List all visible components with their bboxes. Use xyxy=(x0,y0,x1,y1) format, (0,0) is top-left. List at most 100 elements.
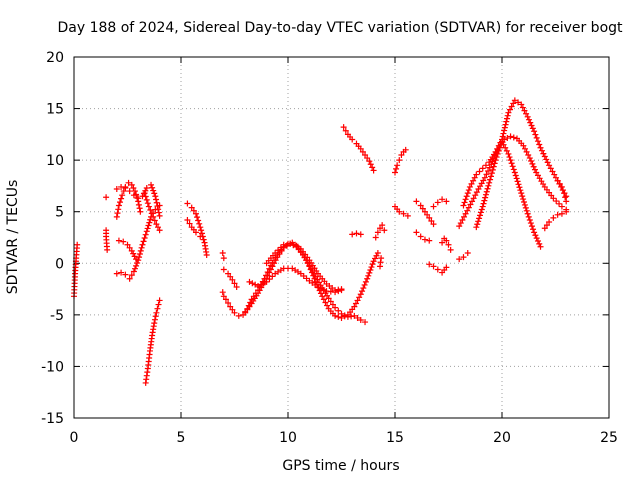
data-point xyxy=(485,167,492,174)
data-point xyxy=(523,148,530,155)
data-point xyxy=(505,150,512,157)
chart-title: Day 188 of 2024, Sidereal Day-to-day VTE… xyxy=(57,20,623,36)
data-point xyxy=(525,116,532,123)
data-point xyxy=(413,229,420,236)
data-point xyxy=(512,172,519,179)
data-point xyxy=(468,180,475,187)
data-point xyxy=(487,173,494,180)
data-point xyxy=(320,296,327,303)
data-point xyxy=(122,271,129,278)
data-point xyxy=(447,246,454,253)
data-point xyxy=(229,306,236,313)
data-point xyxy=(563,208,570,215)
data-point xyxy=(486,179,493,186)
series-s10 xyxy=(184,200,210,259)
data-point xyxy=(537,144,544,151)
data-point xyxy=(192,210,199,217)
data-point xyxy=(509,163,516,170)
data-point xyxy=(510,134,517,141)
data-point xyxy=(354,314,361,321)
data-point xyxy=(421,236,428,243)
data-point xyxy=(136,251,143,258)
data-point xyxy=(470,177,477,184)
data-point xyxy=(528,157,535,164)
data-point xyxy=(514,178,521,185)
data-point xyxy=(153,199,160,206)
data-point xyxy=(225,299,232,306)
data-point xyxy=(141,190,148,197)
x-tick-label: 10 xyxy=(279,430,297,446)
series-s1 xyxy=(71,241,81,300)
data-point xyxy=(532,232,539,239)
data-point xyxy=(115,202,122,209)
data-point xyxy=(421,208,428,215)
series-s35 xyxy=(554,177,570,205)
data-point xyxy=(476,168,483,175)
data-point xyxy=(492,157,499,164)
data-point xyxy=(317,285,324,292)
y-tick-label: -15 xyxy=(41,411,64,427)
data-point xyxy=(141,235,148,242)
data-point xyxy=(74,241,81,248)
data-point xyxy=(526,216,533,223)
data-point xyxy=(500,130,507,137)
data-point xyxy=(372,234,379,241)
x-tick-label: 0 xyxy=(70,430,79,446)
series-s33 xyxy=(473,138,544,250)
data-point xyxy=(364,275,371,282)
data-point xyxy=(481,174,488,181)
data-point xyxy=(122,184,129,191)
data-point xyxy=(417,233,424,240)
data-point xyxy=(367,161,374,168)
data-point xyxy=(152,193,159,200)
data-point xyxy=(485,182,492,189)
data-point xyxy=(556,200,563,207)
data-point xyxy=(394,162,401,169)
data-point xyxy=(443,264,450,271)
series-s19 xyxy=(340,124,377,174)
data-point xyxy=(499,138,505,145)
data-point xyxy=(424,211,431,218)
data-point xyxy=(311,275,318,282)
data-point xyxy=(513,175,520,182)
data-point xyxy=(523,207,530,214)
data-point xyxy=(219,289,226,296)
data-point xyxy=(335,313,342,320)
data-point xyxy=(524,113,531,120)
data-point xyxy=(413,198,420,205)
data-point xyxy=(501,127,508,134)
data-point xyxy=(518,190,525,197)
data-point xyxy=(506,154,513,161)
data-point xyxy=(269,273,276,280)
data-point xyxy=(479,165,486,172)
data-point xyxy=(192,229,199,236)
data-point xyxy=(126,275,133,282)
y-tick-label: 20 xyxy=(46,50,64,66)
data-point xyxy=(332,289,339,296)
data-point xyxy=(527,119,534,126)
data-point xyxy=(439,239,446,246)
series-s25 xyxy=(413,198,437,228)
data-point xyxy=(378,255,385,262)
data-point xyxy=(357,291,364,298)
data-point xyxy=(118,269,125,276)
data-point xyxy=(528,122,535,129)
data-point xyxy=(356,294,363,301)
data-point xyxy=(144,225,151,232)
data-point xyxy=(489,166,496,173)
data-point xyxy=(252,281,259,288)
data-point xyxy=(113,186,120,193)
data-point xyxy=(196,220,203,227)
data-point xyxy=(563,193,570,200)
data-point xyxy=(530,163,537,170)
data-point xyxy=(278,247,285,254)
data-point xyxy=(519,193,526,200)
plot-frame xyxy=(73,56,610,419)
data-point xyxy=(272,249,279,256)
data-point xyxy=(137,247,144,254)
y-tick-label: 15 xyxy=(46,102,64,118)
data-point xyxy=(320,286,327,293)
data-point xyxy=(314,284,321,291)
data-point xyxy=(522,204,529,211)
data-point xyxy=(362,278,369,285)
